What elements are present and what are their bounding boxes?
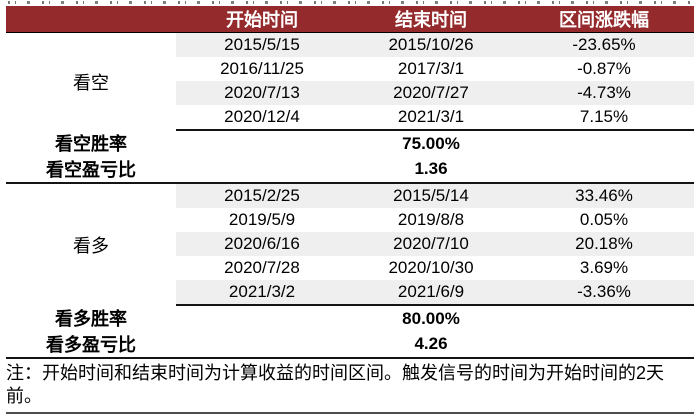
summary-label: 看多盈亏比 [6, 331, 176, 359]
summary-value: 75.00% [348, 130, 514, 156]
signal-backtest-table: 开始时间 结束时间 区间涨跌幅 看空 2015/5/15 2015/10/26 … [6, 6, 694, 359]
empty-cell [514, 156, 694, 184]
cell-interval-change: 3.69% [514, 256, 694, 280]
cell-end-time: 2015/5/14 [348, 183, 514, 208]
header-cell-end-time: 结束时间 [348, 6, 514, 33]
table-row: 2016/11/25 2017/3/1 -0.87% [6, 57, 694, 81]
summary-row-bearish-winrate: 看空胜率 75.00% [6, 130, 694, 156]
cell-end-time: 2020/10/30 [348, 256, 514, 280]
summary-row-bullish-winrate: 看多胜率 80.00% [6, 305, 694, 331]
table-row: 2020/7/28 2020/10/30 3.69% [6, 256, 694, 280]
cell-end-time: 2021/6/9 [348, 280, 514, 306]
summary-row-bullish-pl-ratio: 看多盈亏比 4.26 [6, 331, 694, 359]
cell-interval-change: -0.87% [514, 57, 694, 81]
cropped-caption-fragment [8, 1, 692, 4]
empty-cell [176, 331, 348, 359]
summary-row-bearish-pl-ratio: 看空盈亏比 1.36 [6, 156, 694, 184]
cell-interval-change: 20.18% [514, 232, 694, 256]
empty-cell [176, 156, 348, 184]
summary-value: 4.26 [348, 331, 514, 359]
cell-start-time: 2016/11/25 [176, 57, 348, 81]
cell-end-time: 2021/3/1 [348, 105, 514, 131]
cell-interval-change: 0.05% [514, 208, 694, 232]
cell-start-time: 2020/7/13 [176, 81, 348, 105]
summary-value: 1.36 [348, 156, 514, 184]
cell-start-time: 2021/3/2 [176, 280, 348, 306]
group-label-bearish: 看空 [6, 32, 176, 130]
cell-end-time: 2015/10/26 [348, 32, 514, 57]
summary-label: 看多胜率 [6, 305, 176, 331]
cell-interval-change: 33.46% [514, 183, 694, 208]
table-footnote: 注：开始时间和结束时间为计算收益的时间区间。触发信号的时间为开始时间的2天前。 [6, 359, 694, 414]
cell-end-time: 2017/3/1 [348, 57, 514, 81]
header-cell-start-time: 开始时间 [176, 6, 348, 33]
header-cell-interval-change: 区间涨跌幅 [514, 6, 694, 33]
table-row: 2020/6/16 2020/7/10 20.18% [6, 232, 694, 256]
table-header-row: 开始时间 结束时间 区间涨跌幅 [6, 6, 694, 33]
cell-end-time: 2020/7/27 [348, 81, 514, 105]
summary-label: 看空胜率 [6, 130, 176, 156]
empty-cell [176, 305, 348, 331]
empty-cell [514, 130, 694, 156]
cell-interval-change: 7.15% [514, 105, 694, 131]
summary-label: 看空盈亏比 [6, 156, 176, 184]
group-label-bullish: 看多 [6, 183, 176, 305]
table-row: 看空 2015/5/15 2015/10/26 -23.65% [6, 32, 694, 130]
summary-value: 80.00% [348, 305, 514, 331]
cell-start-time: 2015/2/25 [176, 183, 348, 208]
cell-start-time: 2015/5/15 [176, 32, 348, 57]
cell-start-time: 2020/6/16 [176, 232, 348, 256]
cell-interval-change: -4.73% [514, 81, 694, 105]
cell-end-time: 2020/7/10 [348, 232, 514, 256]
cell-start-time: 2019/5/9 [176, 208, 348, 232]
empty-cell [514, 331, 694, 359]
empty-cell [176, 130, 348, 156]
table-row: 2021/3/2 2021/6/9 -3.36% [6, 280, 694, 306]
empty-cell [514, 305, 694, 331]
cell-start-time: 2020/12/4 [176, 105, 348, 131]
cell-end-time: 2019/8/8 [348, 208, 514, 232]
cell-interval-change: -23.65% [514, 32, 694, 57]
table-row: 2019/5/9 2019/8/8 0.05% [6, 208, 694, 232]
table-row: 2020/12/4 2021/3/1 7.15% [6, 105, 694, 131]
table-row: 2020/7/13 2020/7/27 -4.73% [6, 81, 694, 105]
table-row: 看多 2015/2/25 2015/5/14 33.46% [6, 183, 694, 305]
cell-start-time: 2020/7/28 [176, 256, 348, 280]
cell-interval-change: -3.36% [514, 280, 694, 306]
header-cell-empty [6, 6, 176, 33]
